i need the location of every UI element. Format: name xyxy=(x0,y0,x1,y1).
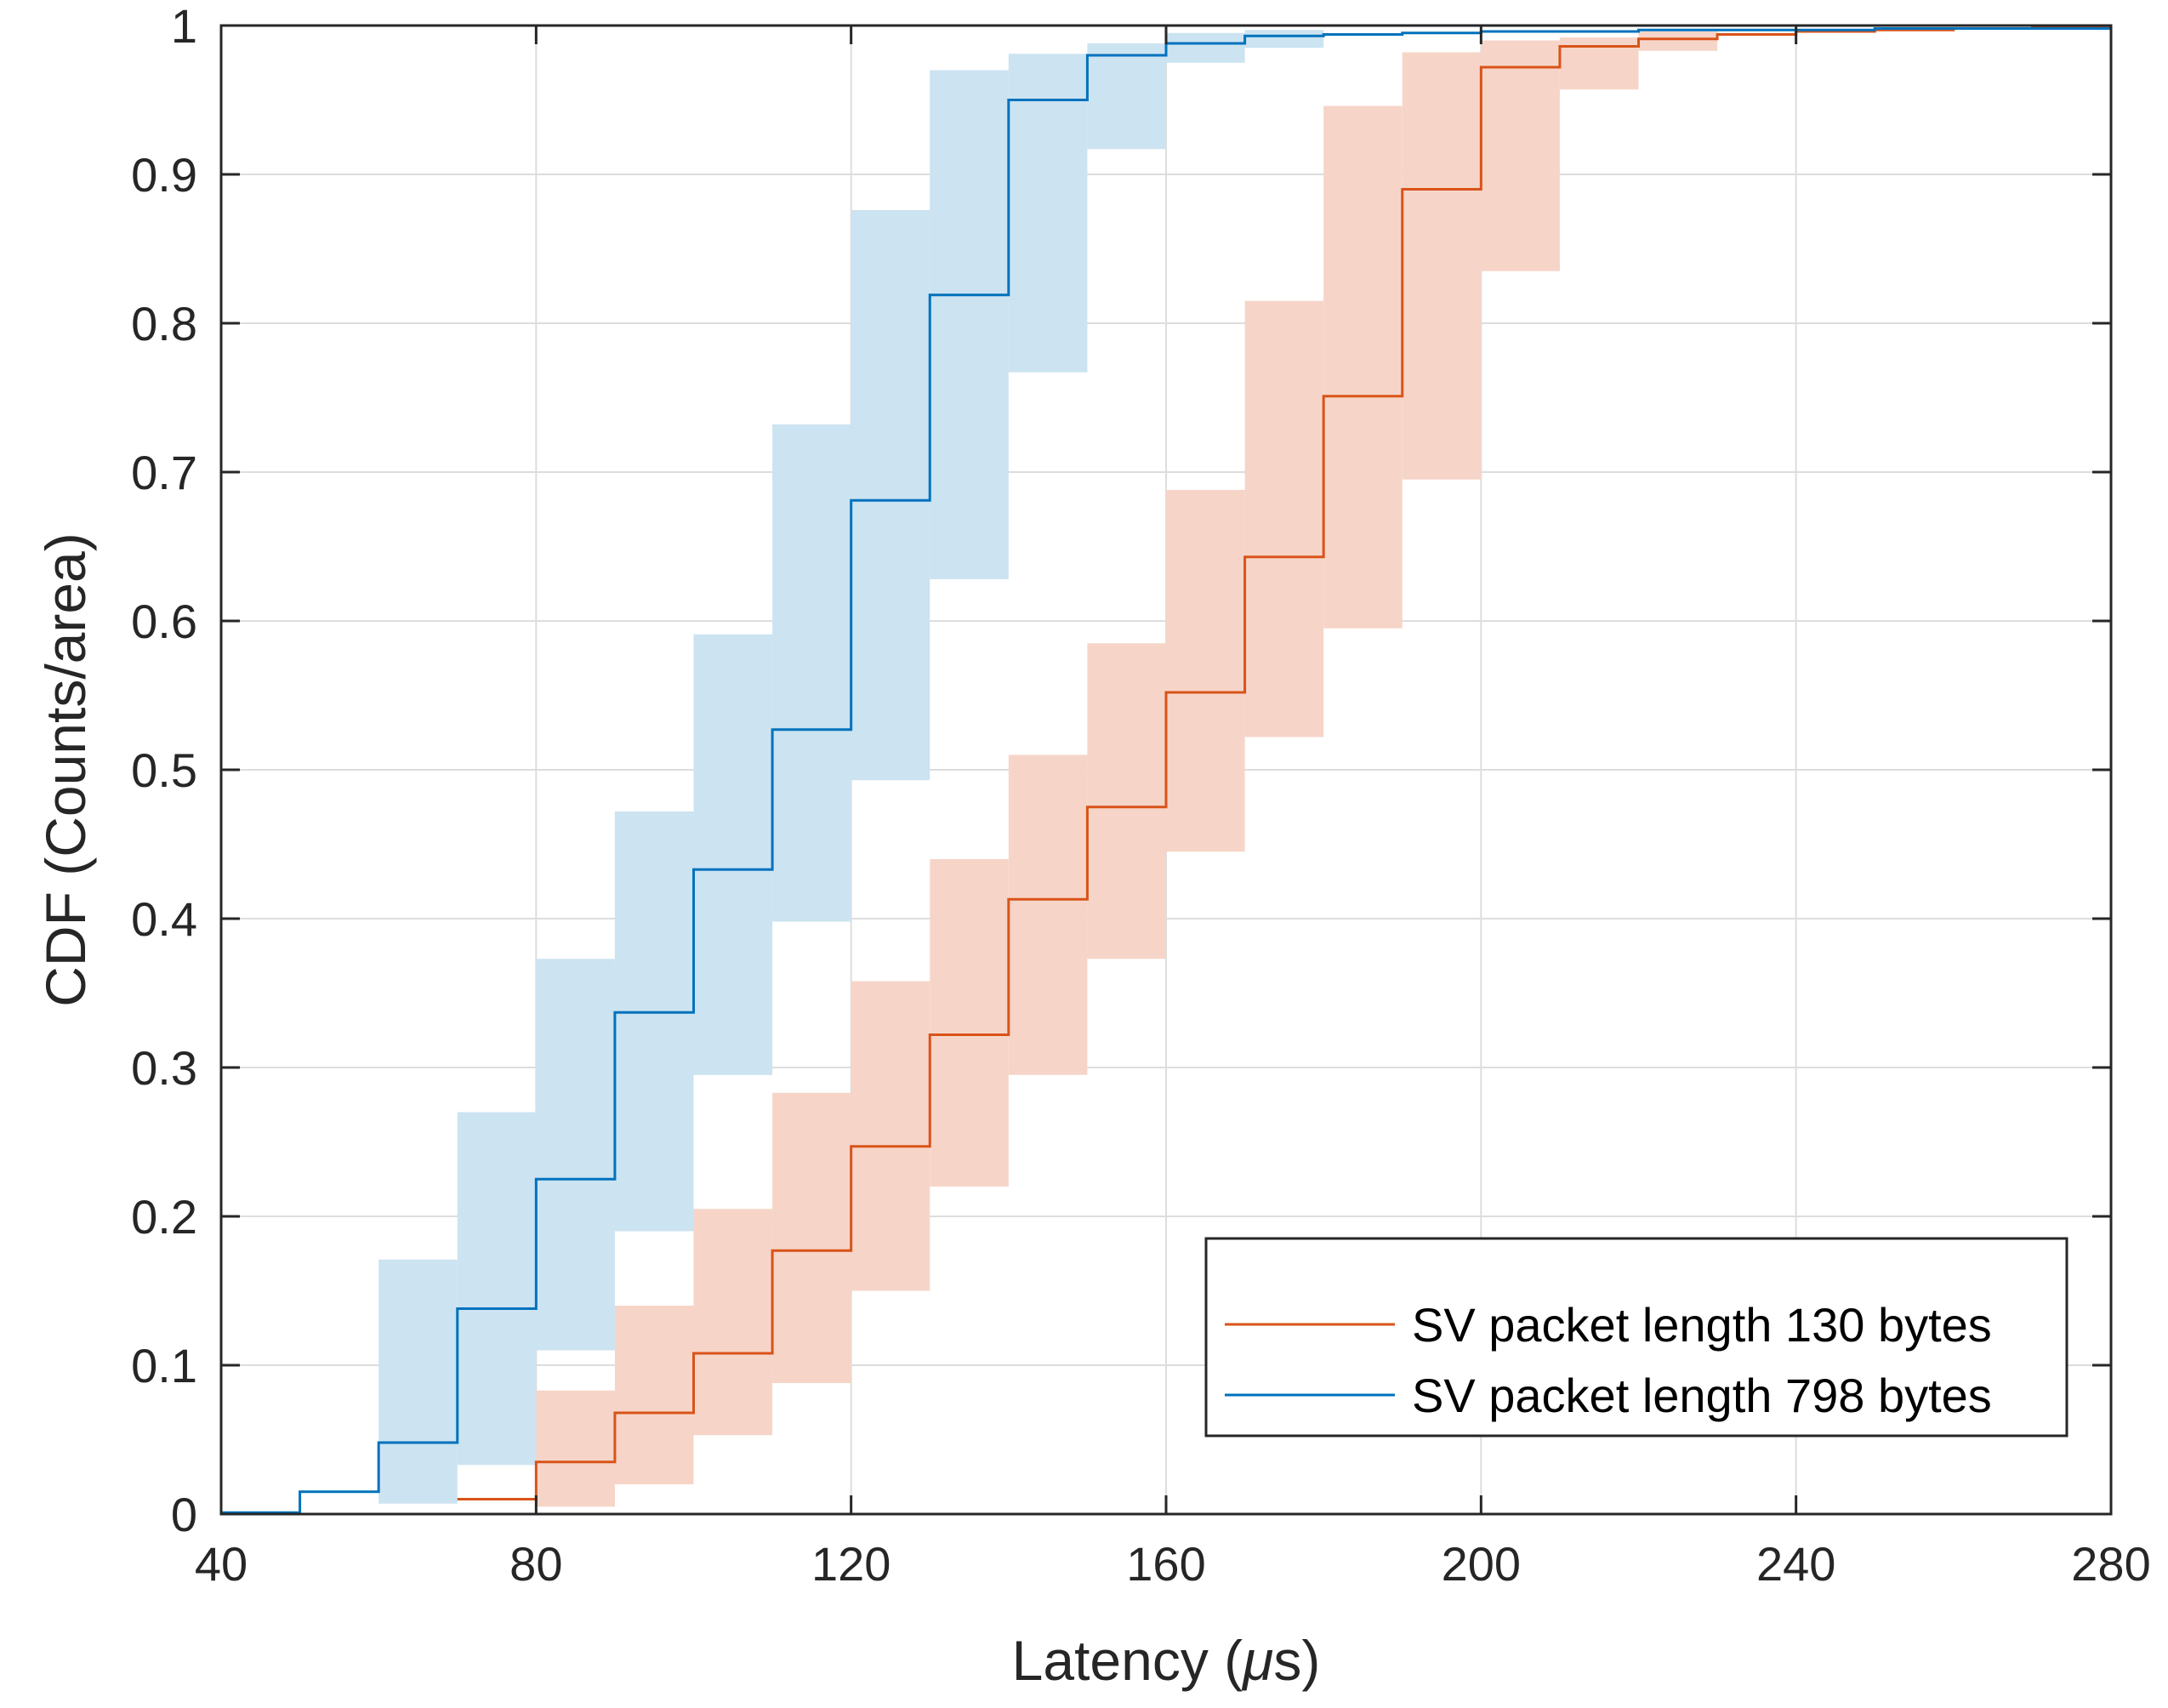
y-tick-label: 0.1 xyxy=(131,1339,197,1392)
x-tick-label: 240 xyxy=(1756,1537,1835,1591)
band-segment-130-bytes xyxy=(1323,105,1403,629)
band-segment-130-bytes xyxy=(1244,300,1324,737)
legend-label-130-bytes: SV packet length 130 bytes xyxy=(1412,1298,1992,1352)
x-tick-label: 160 xyxy=(1126,1537,1205,1591)
band-segment-130-bytes xyxy=(1402,52,1482,480)
band-segment-130-bytes xyxy=(1166,490,1245,852)
y-tick-label: 0.7 xyxy=(131,446,197,499)
confidence-bands xyxy=(378,30,1718,1507)
legend: SV packet length 130 bytes SV packet len… xyxy=(1204,1237,2068,1438)
band-segment-130-bytes xyxy=(1638,31,1718,51)
band-segment-798-bytes xyxy=(851,210,930,781)
band-segment-130-bytes xyxy=(693,1209,773,1436)
band-segment-798-bytes xyxy=(930,70,1009,579)
y-tick-label: 1 xyxy=(171,0,197,53)
band-segment-798-bytes xyxy=(1244,30,1324,48)
band-segment-130-bytes xyxy=(930,859,1009,1187)
y-tick-label: 0.5 xyxy=(131,743,197,797)
band-segment-130-bytes xyxy=(536,1390,615,1507)
x-tick-label: 280 xyxy=(2071,1537,2150,1591)
band-segment-798-bytes xyxy=(457,1112,537,1466)
y-tick-label: 0.8 xyxy=(131,297,197,350)
band-segment-798-bytes xyxy=(693,634,773,1075)
y-tick-label: 0.6 xyxy=(131,595,197,648)
band-segment-798-bytes xyxy=(1166,32,1245,63)
band-segment-798-bytes xyxy=(1087,43,1166,150)
x-axis-title: Latency (μs) xyxy=(1012,1629,1321,1692)
y-tick-label: 0.3 xyxy=(131,1041,197,1095)
y-axis-title: CDF (Counts/area) xyxy=(34,532,97,1007)
cdf-lines xyxy=(221,26,2111,1514)
band-segment-798-bytes xyxy=(1008,54,1088,373)
band-segment-130-bytes xyxy=(772,1092,851,1383)
band-segment-798-bytes xyxy=(378,1259,458,1504)
band-segment-798-bytes xyxy=(772,424,851,922)
x-tick-label: 120 xyxy=(811,1537,891,1591)
x-tick-label: 40 xyxy=(195,1537,248,1591)
y-tick-label: 0 xyxy=(171,1488,197,1541)
cdf-line-130-bytes xyxy=(457,26,2111,1500)
band-segment-130-bytes xyxy=(1087,643,1166,959)
legend-box xyxy=(1204,1237,2068,1438)
band-segment-798-bytes xyxy=(614,811,694,1232)
x-tick-label: 80 xyxy=(509,1537,562,1591)
y-tick-label: 0.9 xyxy=(131,148,197,202)
x-tick-labels: 40 80 120 160 200 240 280 xyxy=(195,1537,2151,1591)
band-segment-798-bytes xyxy=(536,959,615,1351)
y-tick-labels: 0 0.1 0.2 0.3 0.4 0.5 0.6 0.7 0.8 0.9 1 xyxy=(131,0,197,1541)
band-segment-130-bytes xyxy=(1008,754,1088,1075)
band-segment-130-bytes xyxy=(1481,40,1560,271)
y-tick-label: 0.4 xyxy=(131,892,197,946)
band-segment-130-bytes xyxy=(614,1306,694,1484)
legend-label-798-bytes: SV packet length 798 bytes xyxy=(1412,1369,1992,1422)
x-tick-label: 200 xyxy=(1442,1537,1521,1591)
axis-ticks xyxy=(219,24,2113,1516)
band-segment-130-bytes xyxy=(851,981,930,1291)
cdf-line-798-bytes xyxy=(221,27,2111,1514)
y-tick-label: 0.2 xyxy=(131,1190,197,1244)
